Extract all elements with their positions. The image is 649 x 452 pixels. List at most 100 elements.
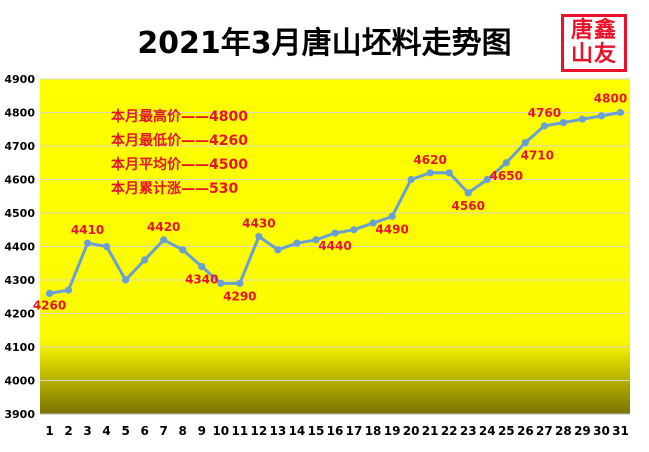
x-tick-label: 4 bbox=[102, 424, 110, 438]
x-tick-label: 16 bbox=[327, 424, 344, 438]
logo-line-2: 山友 bbox=[570, 42, 617, 67]
x-tick-label: 11 bbox=[231, 424, 248, 438]
data-label: 4430 bbox=[242, 216, 275, 230]
data-point bbox=[331, 229, 339, 237]
annotation-line: 本月最低价——4260 bbox=[111, 132, 248, 149]
data-labels: 4260 4410 4420 4340 4290 4430 4440 4490 4620 4560… bbox=[33, 92, 627, 313]
data-point bbox=[217, 279, 225, 287]
data-point bbox=[597, 112, 606, 120]
data-point bbox=[464, 189, 472, 197]
data-label: 4800 bbox=[594, 92, 627, 106]
data-point bbox=[312, 236, 320, 244]
data-label: 4760 bbox=[528, 106, 561, 120]
data-point bbox=[64, 286, 73, 294]
y-axis-ticks: 3900 4000 4100 4200 4300 4400 4500 4600 4700 4800… bbox=[4, 73, 35, 421]
x-tick-label: 18 bbox=[365, 424, 382, 438]
annotation-line: 本月累计涨——530 bbox=[111, 180, 238, 197]
data-label: 4490 bbox=[375, 222, 408, 236]
data-point bbox=[388, 212, 396, 220]
data-point bbox=[502, 159, 510, 167]
data-point bbox=[103, 242, 111, 251]
y-tick-label: 4500 bbox=[4, 207, 35, 220]
x-axis-ticks: 1 2 3 4 5 6 7 8 9 10 11 12 13 14 15 16 17 18 19 20 21 22 23 24 2… bbox=[45, 424, 628, 438]
y-tick-label: 4600 bbox=[4, 174, 35, 187]
x-tick-label: 17 bbox=[346, 424, 363, 438]
y-tick-label: 4800 bbox=[4, 107, 35, 120]
x-tick-label: 5 bbox=[121, 424, 129, 438]
data-point bbox=[350, 226, 358, 234]
logo-line-1: 唐鑫 bbox=[570, 18, 617, 43]
x-tick-label: 25 bbox=[498, 424, 515, 438]
data-point bbox=[198, 263, 206, 271]
data-points bbox=[45, 108, 625, 297]
x-tick-label: 14 bbox=[289, 424, 306, 438]
x-tick-label: 28 bbox=[555, 424, 572, 438]
data-point bbox=[578, 115, 587, 123]
x-tick-label: 8 bbox=[179, 424, 187, 438]
data-label: 4260 bbox=[33, 298, 66, 312]
y-tick-label: 4200 bbox=[4, 308, 35, 321]
data-point bbox=[293, 239, 301, 247]
x-tick-label: 23 bbox=[460, 424, 477, 438]
x-tick-label: 9 bbox=[198, 424, 206, 438]
x-tick-label: 1 bbox=[45, 424, 53, 438]
data-point bbox=[160, 236, 168, 244]
y-tick-label: 4700 bbox=[4, 140, 35, 153]
x-tick-label: 30 bbox=[593, 424, 610, 438]
y-tick-label: 4000 bbox=[4, 375, 35, 388]
data-point bbox=[483, 175, 491, 184]
data-point bbox=[274, 246, 282, 254]
data-point bbox=[255, 232, 263, 241]
data-point bbox=[45, 289, 54, 297]
data-point bbox=[83, 239, 92, 247]
y-tick-label: 3900 bbox=[4, 408, 35, 421]
brand-logo: 唐鑫 山友 bbox=[561, 14, 627, 72]
data-point bbox=[407, 175, 415, 184]
x-tick-label: 10 bbox=[212, 424, 229, 438]
x-tick-label: 21 bbox=[422, 424, 439, 438]
data-label: 4290 bbox=[223, 289, 256, 303]
data-label: 4560 bbox=[452, 199, 485, 213]
x-tick-label: 12 bbox=[251, 424, 268, 438]
x-tick-label: 27 bbox=[536, 424, 553, 438]
x-tick-label: 31 bbox=[612, 424, 629, 438]
data-point bbox=[540, 122, 548, 130]
data-point bbox=[521, 139, 529, 147]
data-label: 4650 bbox=[490, 169, 523, 183]
data-point bbox=[445, 169, 453, 177]
annotation-line: 本月最高价——4800 bbox=[111, 108, 248, 125]
data-label: 4420 bbox=[147, 220, 180, 234]
data-point bbox=[369, 219, 377, 227]
data-point bbox=[426, 169, 434, 177]
x-tick-label: 22 bbox=[441, 424, 458, 438]
data-label: 4410 bbox=[71, 223, 104, 237]
data-point bbox=[141, 256, 149, 264]
x-tick-label: 3 bbox=[83, 424, 91, 438]
x-tick-label: 15 bbox=[308, 424, 325, 438]
data-point bbox=[616, 108, 625, 117]
x-tick-label: 6 bbox=[140, 424, 148, 438]
x-tick-label: 24 bbox=[479, 424, 496, 438]
y-tick-label: 4900 bbox=[4, 73, 35, 86]
x-tick-label: 26 bbox=[517, 424, 534, 438]
x-tick-label: 29 bbox=[574, 424, 591, 438]
x-tick-label: 20 bbox=[403, 424, 420, 438]
data-point bbox=[559, 118, 567, 127]
x-tick-label: 19 bbox=[384, 424, 401, 438]
chart-title: 2021年3月唐山坯料走势图 bbox=[137, 26, 512, 61]
data-label: 4710 bbox=[521, 149, 554, 163]
data-point bbox=[179, 246, 187, 254]
data-point bbox=[236, 279, 244, 287]
x-tick-label: 2 bbox=[64, 424, 72, 438]
y-tick-label: 4400 bbox=[4, 241, 35, 254]
annotation-line: 本月平均价——4500 bbox=[111, 156, 248, 173]
x-tick-label: 13 bbox=[270, 424, 287, 438]
y-tick-label: 4300 bbox=[4, 274, 35, 287]
data-label: 4440 bbox=[318, 239, 351, 253]
data-label: 4620 bbox=[413, 153, 446, 167]
y-tick-label: 4100 bbox=[4, 341, 35, 354]
data-point bbox=[122, 276, 130, 284]
annotations: 本月最高价——4800 本月最低价——4260 本月平均价——4500 本月累计涨——… bbox=[111, 108, 248, 197]
gridlines bbox=[40, 78, 630, 415]
